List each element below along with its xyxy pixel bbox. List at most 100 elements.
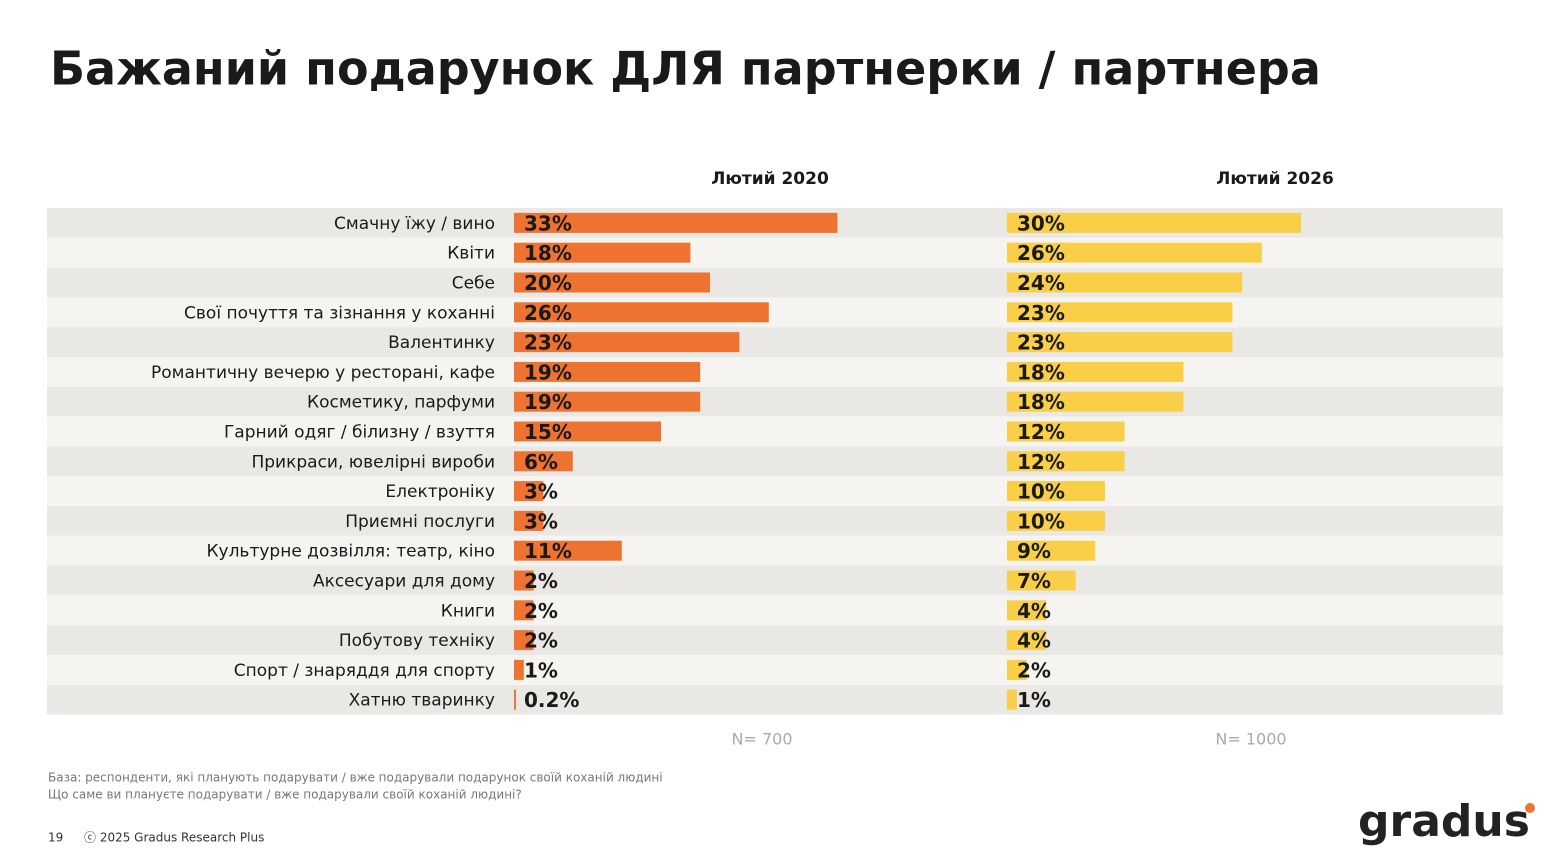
row-band [47, 237, 1503, 268]
row-band [47, 267, 1503, 298]
sample-size: N= 700 [732, 730, 793, 749]
value-label: 23% [524, 331, 572, 355]
value-label: 24% [1017, 271, 1065, 295]
value-label: 6% [524, 450, 558, 474]
value-label: 1% [524, 658, 558, 682]
value-label: 1% [1017, 688, 1051, 712]
footnote-base: База: респонденти, які планують подарува… [48, 771, 663, 785]
bar [1007, 689, 1017, 710]
row-band [47, 684, 1503, 715]
bar [1007, 570, 1076, 591]
bar [514, 361, 701, 382]
row-band [47, 595, 1503, 626]
value-label: 15% [524, 420, 572, 444]
row-band [47, 446, 1503, 477]
bar [1007, 451, 1125, 472]
bar [514, 600, 534, 621]
page-number: 19 [48, 831, 63, 845]
value-label: 9% [1017, 539, 1051, 563]
series-header: Лютий 2026 [1216, 169, 1334, 189]
bar [1007, 481, 1105, 502]
row-band [47, 297, 1503, 328]
row-band [47, 357, 1503, 387]
category-label: Романтичну вечерю у ресторані, кафе [151, 363, 495, 383]
bar [1007, 212, 1301, 233]
row-band [47, 565, 1503, 596]
value-label: 2% [524, 599, 558, 623]
bar [1007, 659, 1027, 680]
value-label: 3% [524, 509, 558, 533]
bar [1007, 361, 1184, 382]
logo: gradus [1358, 796, 1530, 847]
value-label: 19% [524, 360, 572, 384]
value-label: 4% [1017, 599, 1051, 623]
bar [514, 540, 622, 561]
bar [514, 689, 516, 710]
series-header: Лютий 2020 [711, 169, 829, 189]
row-band [47, 625, 1503, 655]
value-label: 30% [1017, 211, 1065, 235]
category-label: Себе [452, 274, 495, 294]
bar [1007, 540, 1096, 561]
row-band [47, 416, 1503, 447]
bar [514, 212, 838, 233]
category-label: Культурне дозвілля: театр, кіно [206, 542, 495, 562]
value-label: 7% [1017, 569, 1051, 593]
bar [1007, 272, 1243, 293]
value-label: 12% [1017, 450, 1065, 474]
value-label: 26% [524, 301, 572, 325]
value-label: 12% [1017, 420, 1065, 444]
category-label: Приємні послуги [345, 512, 495, 532]
bar [1007, 242, 1262, 263]
value-label: 23% [1017, 331, 1065, 355]
value-label: 18% [1017, 360, 1065, 384]
category-label: Книги [441, 601, 495, 621]
value-label: 2% [524, 569, 558, 593]
bar [1007, 332, 1233, 353]
value-label: 23% [1017, 301, 1065, 325]
value-label: 19% [524, 390, 572, 414]
bar [514, 391, 701, 412]
bar [514, 630, 534, 651]
chart-title: Бажаний подарунок ДЛЯ партнерки / партне… [50, 42, 1321, 96]
category-label: Смачну їжу / вино [334, 214, 495, 234]
value-label: 2% [524, 629, 558, 653]
row-band [47, 386, 1503, 417]
bar [1007, 391, 1184, 412]
value-label: 10% [1017, 480, 1065, 504]
value-label: 4% [1017, 629, 1051, 653]
category-label: Спорт / знаряддя для спорту [234, 661, 495, 681]
row-band [47, 506, 1503, 536]
footnote-question: Що саме ви плануєте подарувати / вже под… [48, 788, 522, 802]
value-label: 33% [524, 211, 572, 235]
bar [514, 272, 710, 293]
category-label: Косметику, парфуми [307, 393, 495, 413]
bar [514, 421, 661, 442]
bar [514, 481, 544, 502]
bar [1007, 600, 1047, 621]
value-label: 18% [524, 241, 572, 265]
row-band [47, 535, 1503, 566]
value-label: 0.2% [524, 688, 579, 712]
bar [1007, 302, 1233, 323]
bar [514, 242, 691, 263]
value-label: 2% [1017, 658, 1051, 682]
value-label: 18% [1017, 390, 1065, 414]
value-label: 11% [524, 539, 572, 563]
value-label: 20% [524, 271, 572, 295]
value-label: 3% [524, 480, 558, 504]
bar [514, 570, 534, 591]
bar [514, 510, 544, 531]
category-label: Прикраси, ювелірні вироби [251, 452, 495, 472]
bar [1007, 630, 1047, 651]
row-band [47, 476, 1503, 506]
value-label: 10% [1017, 509, 1065, 533]
bar [514, 302, 769, 323]
category-label: Валентинку [388, 333, 495, 353]
row-band [47, 655, 1503, 685]
category-label: Побутову техніку [339, 631, 495, 651]
bar [514, 451, 573, 472]
category-label: Квіти [447, 244, 495, 264]
category-label: Хатню тваринку [349, 691, 495, 711]
